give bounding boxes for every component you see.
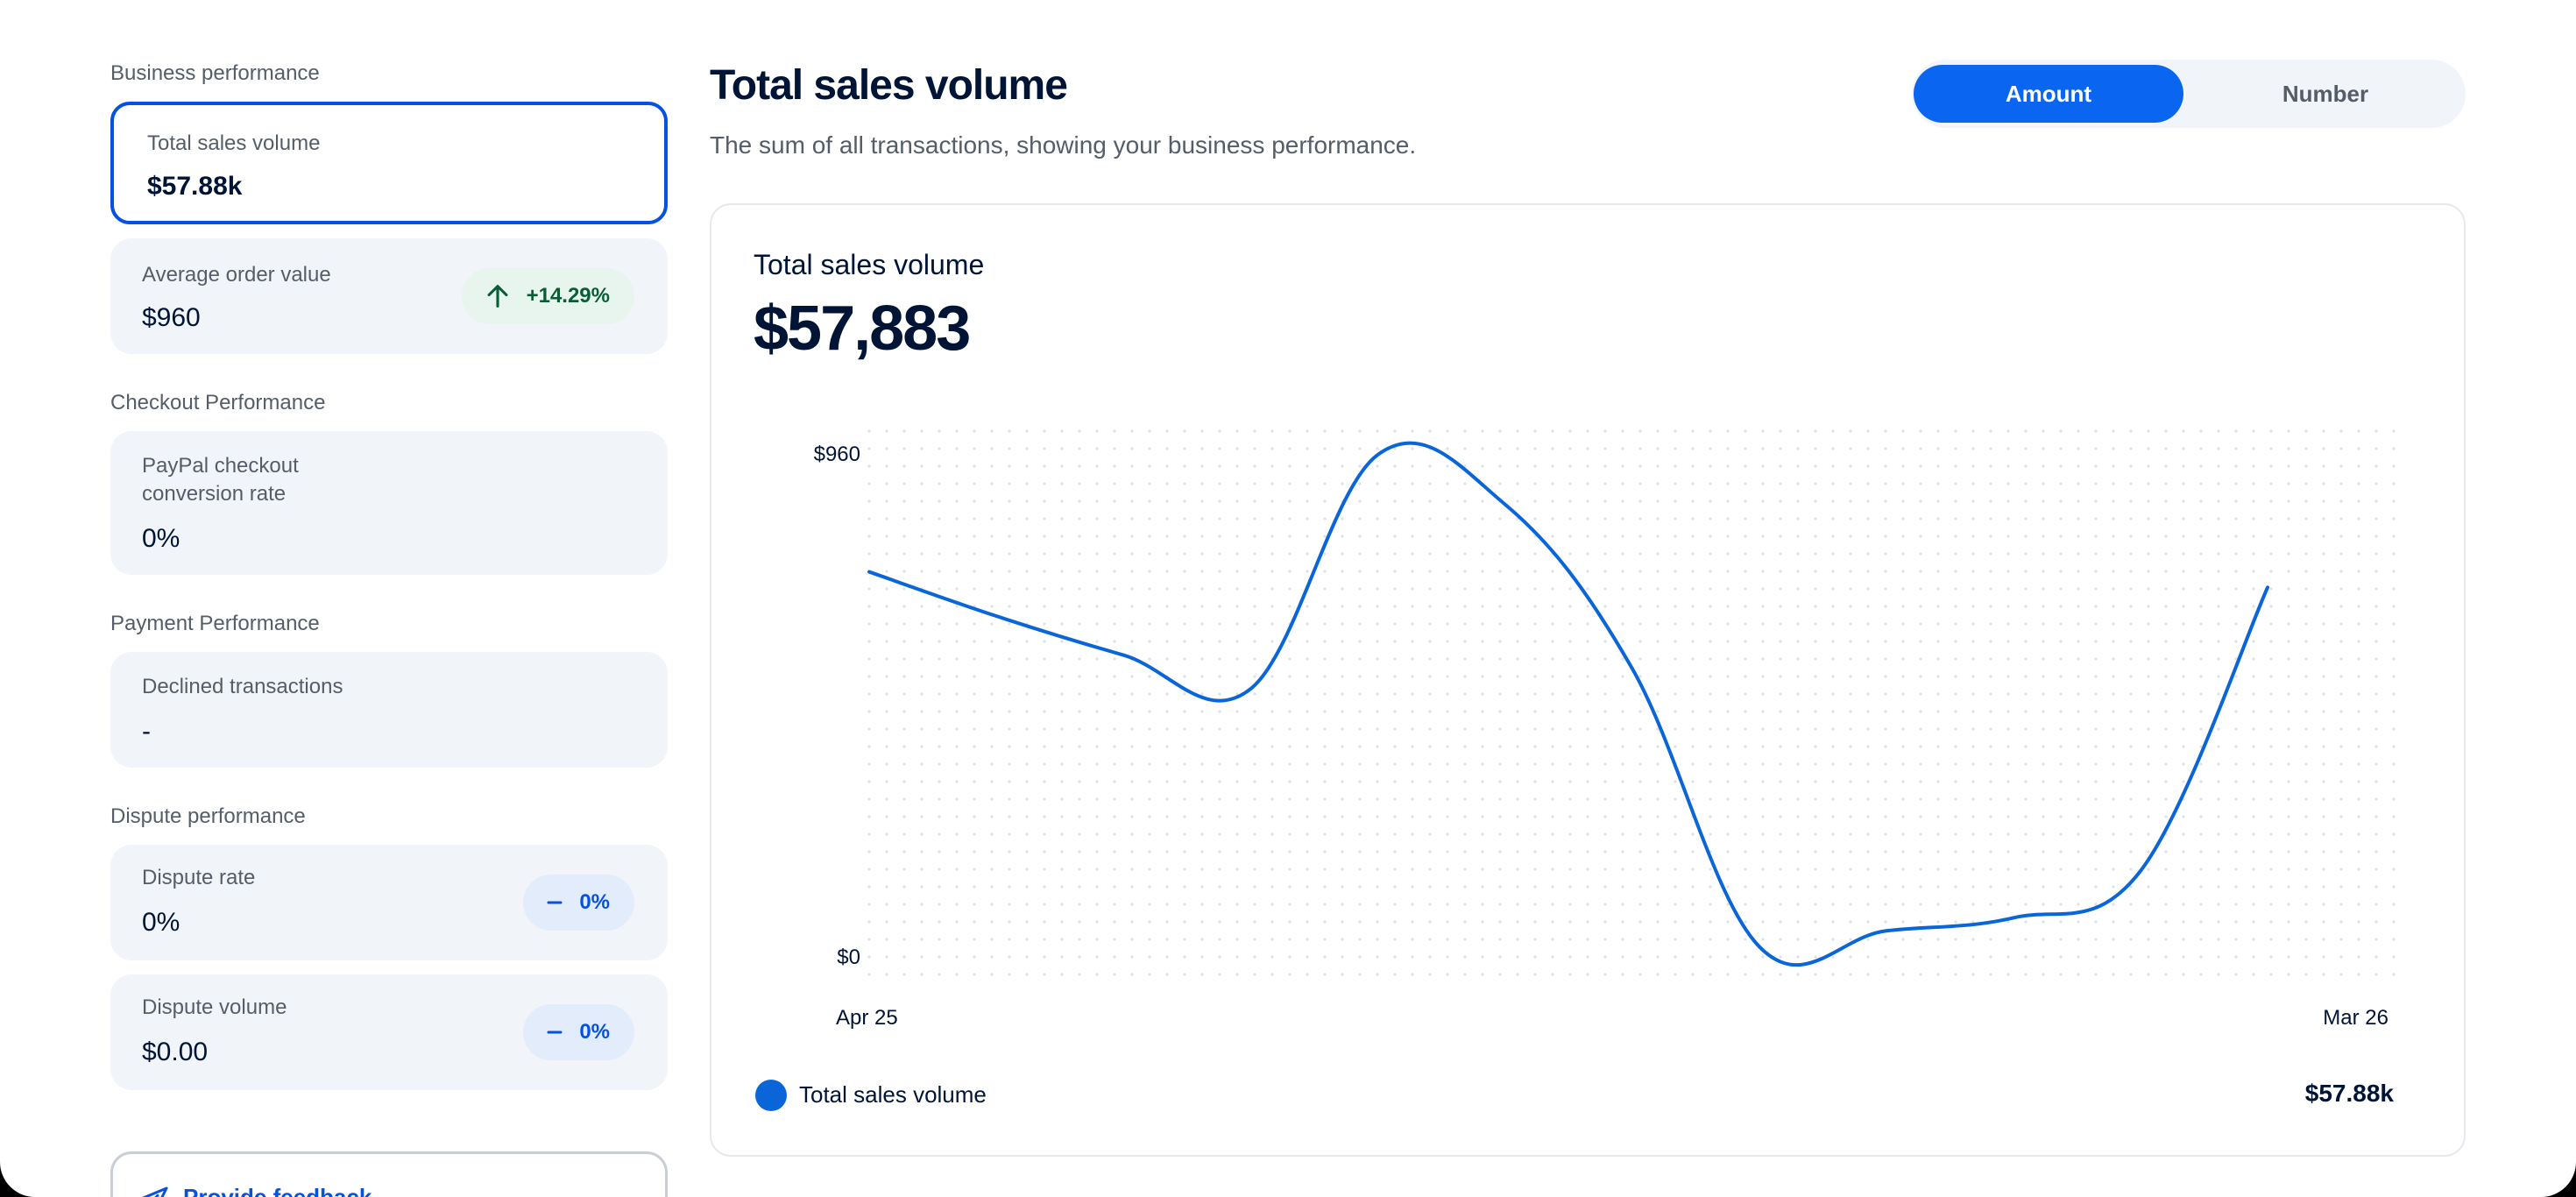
- data-point-4[interactable]: [1245, 683, 1256, 694]
- trend-badge: 0%: [523, 1004, 634, 1060]
- metric-card-paypal-conversion[interactable]: PayPal checkout conversion rate 0%: [110, 431, 668, 575]
- sales-line-chart[interactable]: $960 $0 Apr 25 Mar 26: [711, 205, 2464, 1155]
- metric-label-line1: PayPal checkout: [142, 454, 299, 478]
- data-point-3[interactable]: [1118, 650, 1129, 661]
- provide-feedback-label: Provide feedback: [183, 1184, 372, 1197]
- data-point-1[interactable]: [864, 567, 874, 577]
- send-icon: [142, 1186, 168, 1197]
- section-title-checkout: Checkout Performance: [110, 391, 326, 414]
- metric-label: Dispute volume: [142, 995, 287, 1019]
- metric-label: Dispute rate: [142, 866, 256, 889]
- y-tick-label-max: $960: [814, 443, 860, 466]
- section-title-business: Business performance: [110, 61, 320, 85]
- metric-label: Total sales volume: [147, 131, 321, 155]
- metric-card-declined-transactions[interactable]: Declined transactions -: [110, 652, 668, 768]
- minus-icon: [547, 1031, 563, 1034]
- legend-swatch: [755, 1080, 787, 1111]
- provide-feedback-button[interactable]: Provide feedback: [110, 1151, 668, 1197]
- metric-card-average-order-value[interactable]: Average order value $960 +14.29%: [110, 238, 668, 354]
- chart-title: Total sales volume: [754, 249, 985, 280]
- section-title-dispute: Dispute performance: [110, 804, 306, 828]
- trend-badge-value: 0%: [579, 890, 610, 914]
- data-point-8[interactable]: [1754, 941, 1765, 952]
- sales-chart-card: Total sales volume $57,883 $960 $0 Apr 2…: [710, 203, 2466, 1157]
- data-point-10[interactable]: [2008, 912, 2019, 923]
- toggle-amount-button[interactable]: Amount: [1914, 65, 2183, 123]
- data-point-2[interactable]: [991, 611, 1001, 621]
- trend-badge: +14.29%: [461, 268, 634, 324]
- metric-card-dispute-rate[interactable]: Dispute rate 0% 0%: [110, 845, 668, 960]
- chart-dot-grid: [867, 429, 2396, 976]
- metric-value: $57.88k: [147, 172, 243, 201]
- minus-icon: [547, 901, 563, 904]
- toggle-number-button[interactable]: Number: [2282, 80, 2369, 107]
- x-tick-label-start: Apr 25: [836, 1006, 898, 1030]
- arrow-up-icon: [487, 285, 508, 308]
- legend-label: Total sales volume: [799, 1081, 987, 1108]
- metric-label: Average order value: [142, 263, 331, 287]
- series-points: [864, 450, 2273, 952]
- legend-value: $57.88k: [2304, 1080, 2394, 1107]
- metric-card-total-sales[interactable]: Total sales volume $57.88k: [110, 102, 668, 224]
- metric-value: -: [142, 717, 151, 746]
- metric-value: 0%: [142, 524, 180, 553]
- chart-total: $57,883: [754, 294, 971, 364]
- metric-label-line2: conversion rate: [142, 482, 287, 506]
- data-point-12[interactable]: [2262, 582, 2273, 592]
- trend-badge: 0%: [523, 875, 634, 931]
- metric-label: Declined transactions: [142, 675, 343, 698]
- trend-badge-value: 0%: [579, 1020, 610, 1044]
- metric-value: 0%: [142, 908, 180, 937]
- page-title: Total sales volume: [710, 62, 1068, 109]
- metric-card-dispute-volume[interactable]: Dispute volume $0.00 0%: [110, 974, 668, 1090]
- data-point-6[interactable]: [1499, 499, 1510, 509]
- data-point-7[interactable]: [1627, 662, 1638, 673]
- trend-badge-value: +14.29%: [526, 284, 610, 308]
- view-toggle: Amount Number: [1912, 60, 2466, 128]
- data-point-9[interactable]: [1881, 925, 1892, 936]
- series-line-total-sales-volume: [867, 441, 2269, 967]
- data-point-11[interactable]: [2135, 866, 2146, 876]
- page-subtitle: The sum of all transactions, showing you…: [710, 131, 1417, 159]
- metric-value: $0.00: [142, 1038, 209, 1066]
- metric-value: $960: [142, 303, 201, 332]
- data-point-5[interactable]: [1372, 450, 1383, 460]
- y-tick-label-min: $0: [837, 946, 860, 969]
- x-tick-label-end: Mar 26: [2323, 1006, 2388, 1030]
- section-title-payment: Payment Performance: [110, 612, 320, 635]
